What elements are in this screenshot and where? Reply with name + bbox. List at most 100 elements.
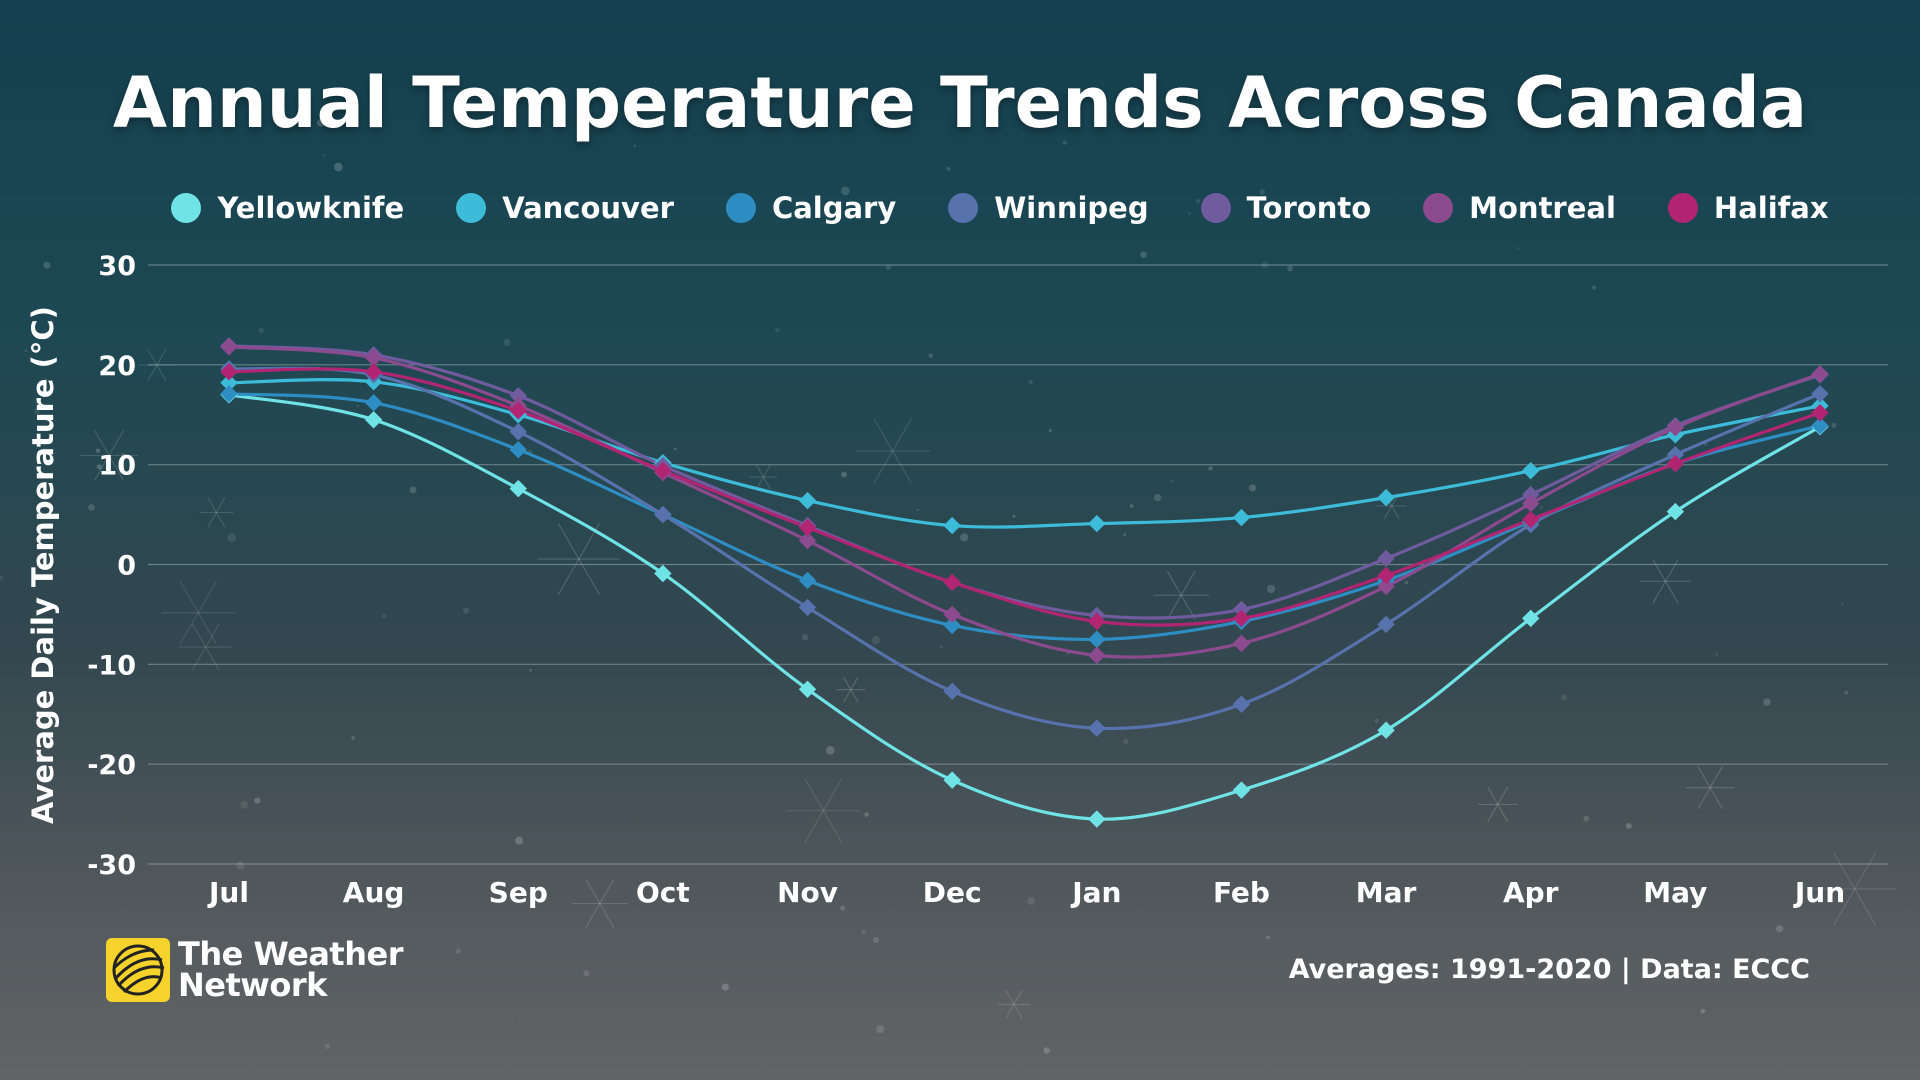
data-point-montreal-jun — [1811, 365, 1829, 383]
data-point-yellowknife-dec — [943, 771, 961, 789]
x-tick-label: Jan — [1070, 876, 1121, 909]
sparkle — [1208, 466, 1213, 471]
snowflake-shape — [836, 676, 866, 703]
sparkle — [841, 471, 847, 478]
sparkle — [121, 452, 125, 457]
data-point-halifax-jan — [1088, 612, 1106, 631]
sparkle — [317, 118, 325, 127]
y-tick-label: -30 — [87, 850, 136, 881]
sparkle — [1154, 493, 1162, 502]
snowflake-shape — [1477, 786, 1518, 823]
data-point-yellowknife-jan — [1088, 810, 1106, 828]
data-point-montreal-nov — [798, 531, 817, 550]
snowflake-shape — [997, 989, 1031, 1020]
sparkle — [356, 404, 359, 407]
sparkle — [928, 353, 934, 359]
sparkle — [872, 936, 880, 944]
sparkle — [1516, 246, 1520, 251]
sparkle — [1027, 896, 1036, 905]
legend-item-yellowknife: Yellowknife — [171, 186, 404, 230]
sparkle — [673, 447, 677, 451]
x-tick-label: Apr — [1503, 876, 1559, 909]
legend-label: Winnipeg — [994, 191, 1149, 225]
sparkle — [1170, 479, 1173, 483]
data-point-yellowknife-apr — [1522, 609, 1540, 628]
legend-swatch — [1667, 193, 1698, 223]
series-line-winnipeg — [228, 366, 1821, 731]
sparkle — [240, 800, 249, 809]
sparkle — [1700, 1008, 1706, 1014]
sparkle — [1831, 422, 1837, 428]
x-tick-label: May — [1643, 876, 1707, 909]
sparkle — [1188, 212, 1191, 215]
data-point-calgary-jun — [1811, 417, 1829, 435]
sparkle — [33, 408, 41, 415]
data-point-halifax-mar — [1377, 566, 1395, 585]
legend-item-halifax: Halifax — [1667, 186, 1829, 230]
sparkle — [334, 162, 343, 172]
sparkle — [1841, 602, 1844, 605]
sparkle — [1123, 738, 1129, 744]
sparkle — [916, 508, 919, 511]
data-point-halifax-nov — [798, 518, 817, 537]
data-point-yellowknife-feb — [1232, 781, 1251, 799]
globe-icon — [106, 938, 170, 1002]
series-line-toronto — [228, 344, 1821, 620]
snowflake-shape — [1812, 852, 1897, 926]
data-point-calgary-jul — [220, 385, 238, 403]
x-tick-label: Aug — [343, 876, 405, 909]
data-point-winnipeg-mar — [1377, 615, 1395, 634]
data-point-halifax-dec — [943, 573, 961, 592]
snowflake-shape — [537, 523, 621, 595]
sparkle — [840, 186, 850, 196]
x-tick-label: Jun — [1793, 876, 1845, 909]
legend-item-calgary: Calgary — [725, 186, 896, 230]
legend-label: Halifax — [1713, 191, 1829, 225]
sparkle — [1287, 265, 1294, 272]
sparkle — [876, 1024, 885, 1034]
data-point-winnipeg-dec — [943, 682, 961, 700]
data-point-vancouver-apr — [1522, 461, 1540, 480]
sparkle — [940, 645, 944, 649]
sparkle — [885, 264, 892, 270]
sparkle — [864, 812, 869, 817]
data-point-winnipeg-nov — [798, 598, 817, 617]
sparkle — [721, 983, 729, 991]
sparkle — [1048, 429, 1052, 433]
x-tick-label: Oct — [636, 876, 690, 909]
sparkle — [1195, 198, 1201, 204]
sparkle — [96, 464, 102, 470]
sparkle — [839, 905, 846, 911]
data-point-vancouver-nov — [798, 491, 817, 510]
y-tick-label: 0 — [117, 551, 136, 582]
data-point-vancouver-dec — [943, 516, 961, 535]
sparkle — [258, 327, 264, 334]
series-lines — [228, 344, 1821, 821]
data-point-vancouver-jan — [1088, 514, 1106, 533]
data-point-halifax-jul — [220, 363, 238, 381]
sparkle — [1763, 698, 1771, 706]
data-point-halifax-aug — [364, 363, 383, 381]
data-point-toronto-mar — [1377, 549, 1395, 568]
y-tick-label: -20 — [87, 750, 136, 781]
legend-item-montreal: Montreal — [1423, 186, 1616, 230]
sparkle — [1248, 484, 1257, 492]
x-tick-label: Nov — [777, 876, 838, 909]
sparkle — [1539, 506, 1543, 509]
legend-swatch — [456, 193, 487, 223]
sparkle — [503, 338, 511, 347]
y-axis-ticks: 30 20 10 0 -10 -20 -30 — [87, 251, 136, 881]
snowflake-shape — [749, 464, 778, 490]
x-tick-label: Sep — [489, 876, 548, 909]
sparkle — [633, 144, 636, 148]
sparkle — [43, 261, 51, 269]
data-point-halifax-feb — [1232, 609, 1251, 628]
legend-item-vancouver: Vancouver — [456, 186, 674, 230]
snowflake-shape — [571, 879, 628, 928]
legend-label: Toronto — [1246, 191, 1372, 225]
sparkle — [382, 613, 387, 619]
sparkle — [1266, 935, 1270, 940]
data-point-calgary-aug — [364, 394, 383, 412]
sparkle — [1625, 822, 1632, 829]
weather-network-logo: The Weather Network — [106, 938, 403, 1002]
